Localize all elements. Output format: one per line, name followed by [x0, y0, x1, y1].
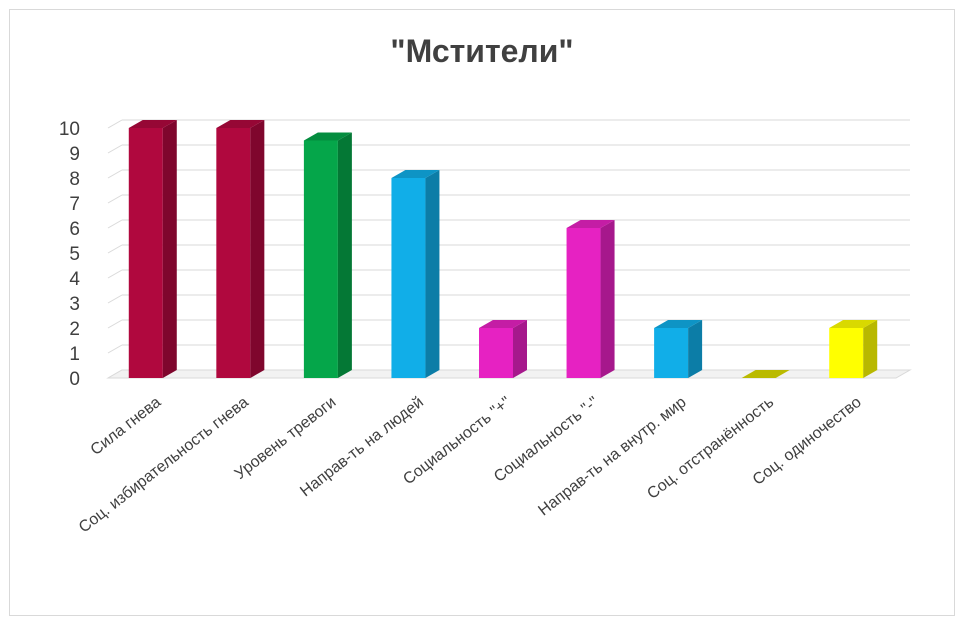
y-tick-label: 5	[69, 244, 80, 265]
gridline-side	[107, 294, 123, 304]
bars	[128, 120, 878, 378]
x-category-label: Соц. избирательность гнева	[76, 394, 252, 537]
y-tick-label: 10	[59, 119, 80, 140]
y-tick-label: 1	[69, 344, 80, 365]
y-tick-label: 8	[69, 169, 80, 190]
bar	[391, 170, 440, 378]
y-axis-ticks: 0 1 2 3 4 5 6 7 8 9 10	[59, 119, 81, 390]
gridline-side	[107, 169, 123, 179]
y-tick-label: 7	[69, 194, 80, 215]
gridline-side	[107, 244, 123, 254]
y-tick-label: 9	[69, 144, 80, 165]
x-category-label: Направ-ть на внутр. мир	[535, 394, 689, 520]
gridline-side	[107, 319, 123, 329]
bar	[829, 320, 878, 378]
y-tick-label: 0	[69, 369, 80, 390]
bar	[216, 120, 265, 378]
gridline-side	[107, 119, 123, 129]
x-category-label: Сила гнева	[88, 394, 165, 459]
gridline-side	[107, 269, 123, 279]
gridline-side	[107, 194, 123, 204]
gridline-side	[107, 144, 123, 154]
gridline-side	[107, 219, 123, 229]
bar	[566, 220, 615, 378]
bar	[479, 320, 527, 378]
bar	[654, 320, 703, 378]
chart-title: "Мстители"	[390, 33, 574, 69]
bar	[741, 370, 790, 378]
y-tick-label: 2	[69, 319, 80, 340]
bar	[128, 120, 177, 378]
gridline-side	[107, 344, 123, 354]
bar	[303, 132, 352, 378]
y-tick-label: 3	[69, 294, 80, 315]
y-tick-label: 6	[69, 219, 80, 240]
y-tick-label: 4	[69, 269, 80, 290]
